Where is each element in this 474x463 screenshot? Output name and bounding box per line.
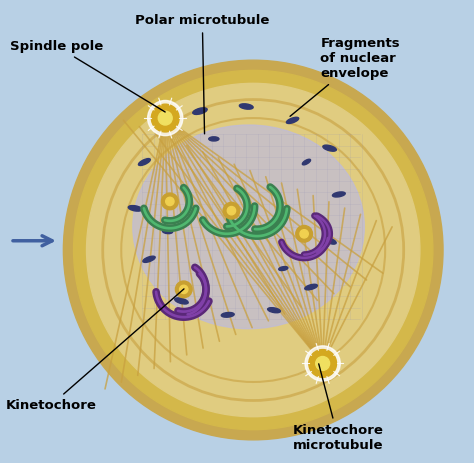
Circle shape [147, 100, 183, 136]
Circle shape [223, 202, 240, 219]
Circle shape [162, 193, 178, 210]
Ellipse shape [175, 298, 188, 304]
Text: Kinetochore: Kinetochore [6, 289, 184, 412]
Circle shape [316, 357, 329, 370]
Circle shape [87, 83, 420, 417]
Circle shape [68, 65, 438, 435]
Circle shape [305, 346, 340, 381]
Ellipse shape [128, 206, 142, 211]
Ellipse shape [305, 284, 318, 290]
Circle shape [158, 111, 172, 125]
Circle shape [227, 206, 236, 215]
Circle shape [73, 70, 433, 430]
Ellipse shape [302, 159, 310, 165]
Ellipse shape [193, 108, 207, 114]
Circle shape [309, 350, 337, 377]
Circle shape [73, 69, 434, 431]
Ellipse shape [323, 238, 336, 244]
Ellipse shape [221, 313, 234, 317]
Ellipse shape [239, 104, 253, 109]
Circle shape [296, 225, 312, 242]
Circle shape [175, 281, 192, 298]
Text: Fragments
of nuclear
envelope: Fragments of nuclear envelope [290, 37, 400, 116]
Circle shape [64, 60, 443, 440]
Circle shape [166, 197, 174, 206]
Ellipse shape [163, 229, 173, 234]
Ellipse shape [268, 308, 281, 313]
Ellipse shape [138, 159, 150, 165]
Ellipse shape [279, 267, 288, 270]
Ellipse shape [332, 192, 345, 197]
Ellipse shape [323, 145, 337, 151]
Text: Kinetochore
microtubule: Kinetochore microtubule [292, 364, 383, 451]
Text: Spindle pole: Spindle pole [10, 40, 165, 112]
Ellipse shape [143, 256, 155, 263]
Circle shape [180, 285, 188, 294]
Ellipse shape [209, 137, 219, 141]
Ellipse shape [286, 117, 299, 124]
Circle shape [300, 230, 308, 238]
Ellipse shape [133, 125, 365, 329]
Text: Polar microtubule: Polar microtubule [135, 14, 270, 134]
Circle shape [151, 104, 179, 132]
